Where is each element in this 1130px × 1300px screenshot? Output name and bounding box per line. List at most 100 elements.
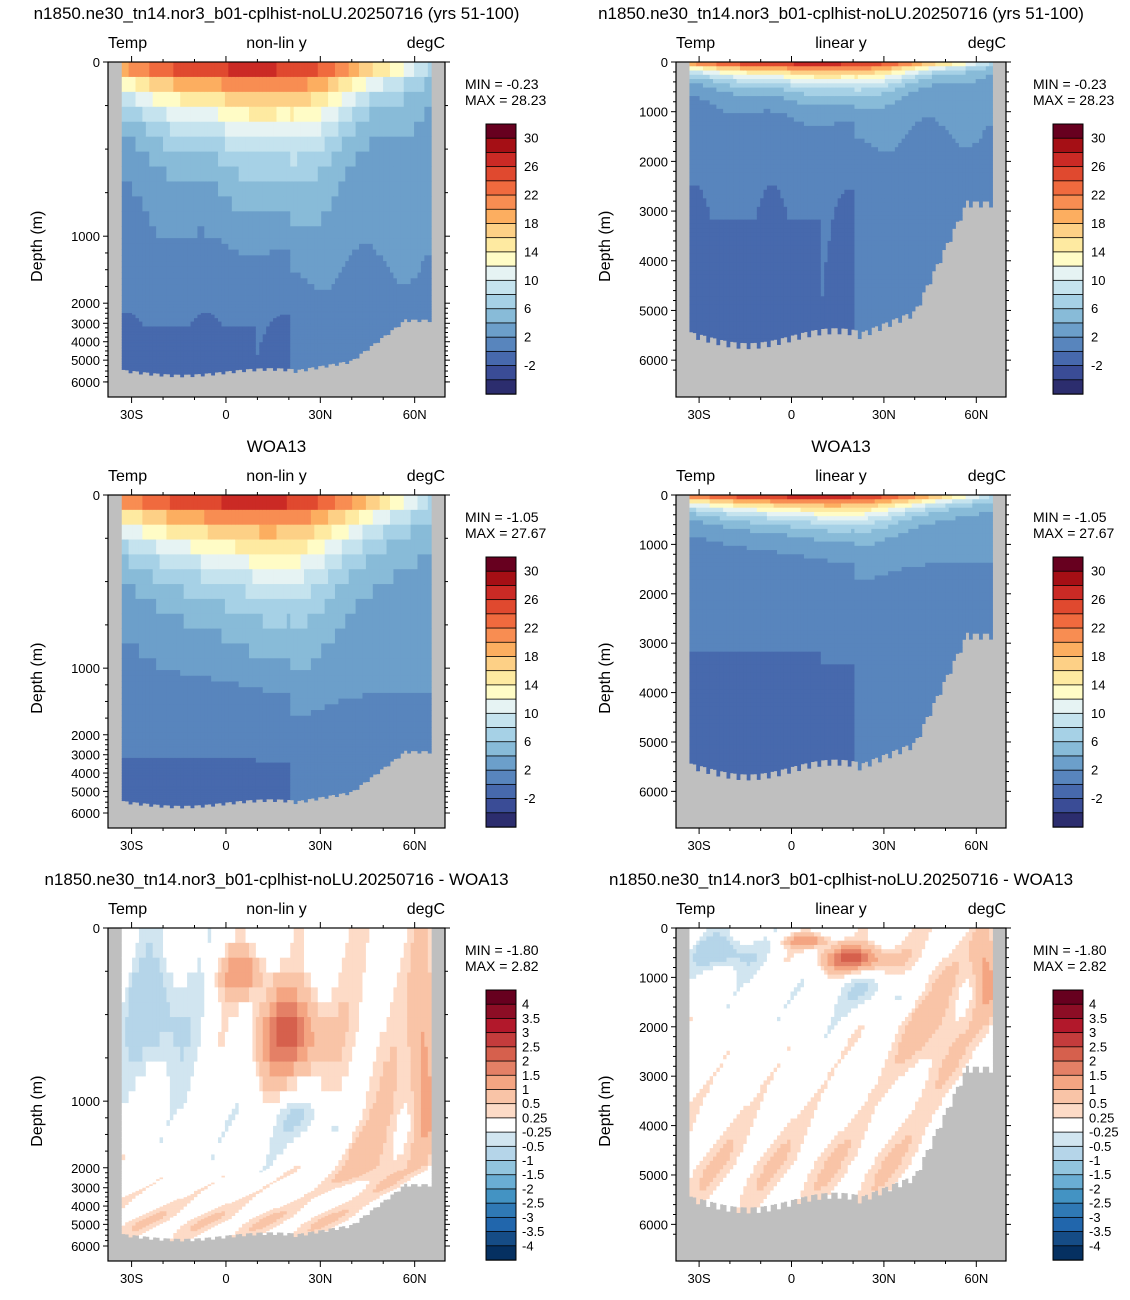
colorbar-swatch	[1052, 336, 1084, 353]
max-value-text: MAX = 28.23	[465, 92, 547, 108]
colorbar-swatch	[485, 812, 517, 828]
colorbar-swatch	[485, 1188, 517, 1204]
panel-title: n1850.ne30_tn14.nor3_b01-cplhist-noLU.20…	[609, 870, 1073, 889]
colorbar-swatch	[1052, 123, 1084, 139]
y-axis-label: Depth (m)	[29, 643, 46, 714]
plot-frame	[107, 61, 446, 398]
variable-label: Temp	[676, 901, 715, 918]
x-tick-label: 30S	[688, 1271, 711, 1286]
colorbar-swatch	[1052, 308, 1084, 324]
y-tick-label: 0	[661, 55, 668, 70]
colorbar-label: 26	[1091, 592, 1105, 607]
colorbar-label: 1	[522, 1082, 529, 1097]
colorbar-swatch	[1052, 1103, 1084, 1119]
colorbar-swatch	[485, 769, 517, 786]
colorbar-label: -3.5	[522, 1224, 544, 1239]
colorbar-swatch	[485, 1018, 517, 1034]
colorbar-swatch	[485, 570, 517, 587]
colorbar-label: 14	[524, 244, 538, 259]
plot-frame	[107, 927, 446, 1262]
colorbar-label: 2	[1091, 763, 1098, 778]
colorbar-swatch	[1052, 237, 1084, 253]
colorbar-swatch	[485, 322, 517, 338]
max-value-text: MAX = 28.23	[1033, 92, 1115, 108]
min-value-text: MIN = -1.80	[465, 942, 539, 958]
scale-label: linear y	[815, 468, 867, 485]
contour-field	[121, 495, 432, 809]
colorbar-swatch	[1052, 1188, 1084, 1204]
y-tick-label: 1000	[639, 970, 668, 985]
y-tick-label: 0	[93, 488, 100, 503]
scale-label: linear y	[815, 901, 867, 918]
colorbar-swatch	[1052, 1046, 1084, 1062]
colorbar-swatch	[1052, 294, 1084, 310]
x-tick-label: 0	[222, 838, 229, 853]
colorbar-swatch	[1052, 1145, 1084, 1162]
colorbar-frame	[485, 123, 517, 395]
colorbar-label: -2	[524, 358, 536, 373]
y-tick-label: 3000	[71, 748, 100, 763]
colorbar-swatch	[485, 279, 517, 296]
x-tick-label: 60N	[403, 407, 427, 422]
scale-label: linear y	[815, 35, 867, 52]
colorbar-swatch	[485, 670, 517, 686]
colorbar-label: -3	[1089, 1210, 1101, 1225]
colorbar-swatch	[1052, 322, 1084, 338]
colorbar-swatch	[1052, 223, 1084, 239]
y-tick-label: 3000	[71, 1181, 100, 1196]
y-tick-label: 6000	[639, 353, 668, 368]
colorbar-swatch	[1052, 1117, 1084, 1133]
panel-title: WOA13	[247, 437, 307, 456]
colorbar-swatch	[1052, 556, 1084, 572]
y-tick-label: 6000	[71, 1239, 100, 1254]
colorbar-swatch	[485, 123, 517, 139]
colorbar-swatch	[485, 755, 517, 771]
colorbar-swatch	[1052, 1003, 1084, 1020]
colorbar-label: 22	[524, 621, 538, 636]
colorbar-swatch	[1052, 1060, 1084, 1076]
colorbar-label: 22	[1091, 621, 1105, 636]
colorbar-swatch	[485, 365, 517, 381]
colorbar-swatch	[485, 727, 517, 743]
colorbar-swatch	[1052, 570, 1084, 587]
y-tick-label: 6000	[639, 1217, 668, 1232]
colorbar-label: 2	[522, 1054, 529, 1069]
colorbar-label: -0.5	[1089, 1139, 1111, 1154]
colorbar-swatch	[1052, 684, 1084, 700]
colorbar-swatch	[485, 308, 517, 324]
colorbar-swatch	[485, 1131, 517, 1148]
colorbar-swatch	[1052, 769, 1084, 786]
colorbar-swatch	[1052, 137, 1084, 154]
colorbar-swatch	[1052, 599, 1084, 615]
colorbar-label: 2	[524, 763, 531, 778]
colorbar-swatch	[485, 208, 517, 225]
panel-4: WOA13 Temp linear y degC 0 1000 2000 3000 4000 50…	[597, 437, 1115, 853]
colorbar-swatch	[485, 294, 517, 310]
colorbar-label: 14	[1091, 244, 1105, 259]
colorbar-label: -0.25	[1089, 1125, 1119, 1140]
x-tick-label: 60N	[964, 838, 988, 853]
panel-2: n1850.ne30_tn14.nor3_b01-cplhist-noLU.20…	[597, 4, 1115, 422]
colorbar-swatch	[1052, 585, 1084, 601]
colorbar-swatch	[485, 1174, 517, 1190]
colorbar-label: 18	[1091, 216, 1105, 231]
x-tick-label: 0	[222, 407, 229, 422]
colorbar-label: -2	[1091, 791, 1103, 806]
colorbar-label: 26	[524, 159, 538, 174]
colorbar-label: 3.5	[522, 1011, 540, 1026]
colorbar-label: -2	[1091, 358, 1103, 373]
panel-1: n1850.ne30_tn14.nor3_b01-cplhist-noLU.20…	[29, 4, 547, 422]
colorbar-swatch	[485, 1145, 517, 1162]
colorbar-swatch	[1052, 365, 1084, 381]
y-tick-label: 1000	[639, 105, 668, 120]
colorbar-label: 30	[1091, 131, 1105, 146]
colorbar-label: -2.5	[1089, 1196, 1111, 1211]
colorbar-frame	[1052, 989, 1084, 1261]
units-label: degC	[407, 468, 445, 485]
colorbar-label: 1	[1089, 1082, 1096, 1097]
colorbar-swatch	[485, 379, 517, 395]
colorbar-swatch	[1052, 798, 1084, 814]
units-label: degC	[407, 35, 445, 52]
x-tick-label: 30N	[308, 1271, 332, 1286]
y-tick-label: 3000	[639, 636, 668, 651]
